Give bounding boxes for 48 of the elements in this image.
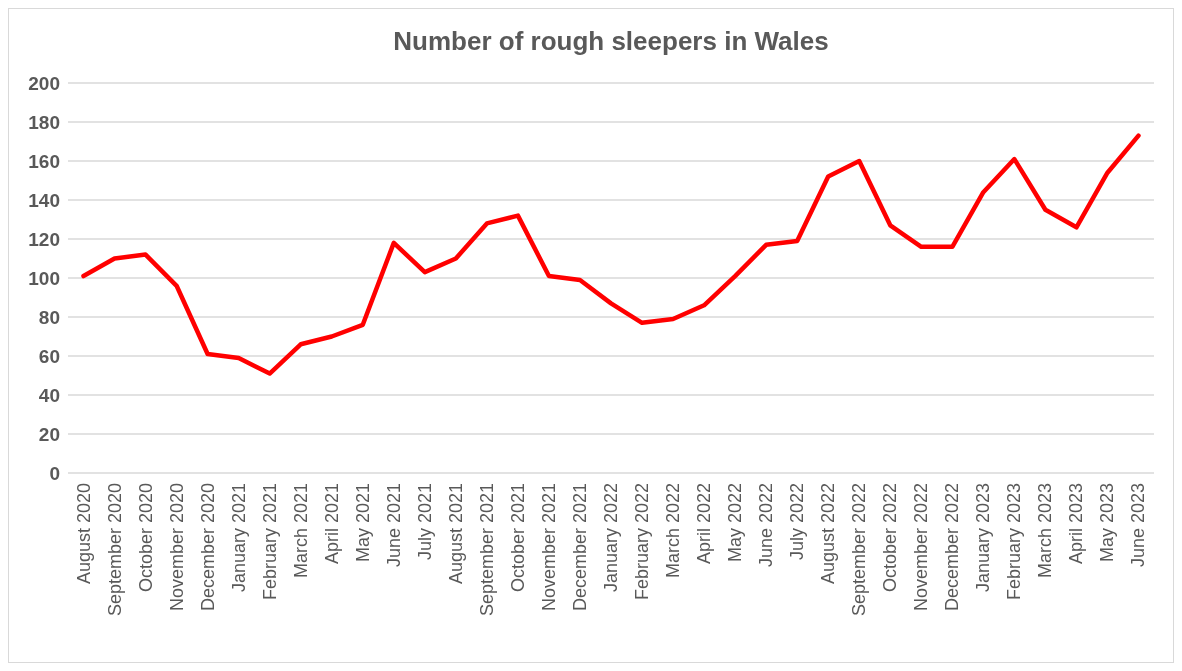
x-tick-label: April 2022	[694, 483, 715, 565]
y-tick-label: 40	[38, 384, 60, 406]
x-tick-label: November 2022	[911, 483, 932, 612]
x-tick-label: December 2020	[197, 483, 218, 612]
x-tick-label: October 2020	[135, 483, 156, 593]
chart-title: Number of rough sleepers in Wales	[393, 26, 829, 56]
x-tick-label: June 2021	[383, 483, 404, 568]
x-tick-label: December 2022	[942, 483, 963, 612]
x-tick-label: May 2021	[352, 483, 373, 563]
x-tick-label: February 2021	[259, 483, 280, 601]
x-tick-label: May 2023	[1097, 483, 1118, 563]
x-tick-label: May 2022	[725, 483, 746, 563]
x-tick-label: February 2022	[632, 483, 653, 601]
y-tick-label: 60	[38, 345, 60, 367]
x-tick-label: September 2020	[104, 483, 125, 617]
x-tick-label: March 2022	[663, 483, 684, 579]
y-tick-label: 80	[38, 306, 60, 328]
x-tick-label: June 2023	[1128, 483, 1149, 568]
x-tick-label: October 2022	[880, 483, 901, 593]
x-tick-label: January 2023	[973, 483, 994, 593]
x-tick-label: November 2021	[538, 483, 559, 612]
y-tick-label: 0	[49, 462, 60, 484]
y-tick-label: 100	[28, 267, 60, 289]
y-tick-label: 20	[38, 423, 60, 445]
x-tick-label: August 2021	[445, 483, 466, 585]
x-tick-label: June 2022	[756, 483, 777, 568]
x-tick-label: December 2021	[569, 483, 590, 612]
x-tick-label: March 2023	[1035, 483, 1056, 579]
x-tick-label: July 2021	[414, 483, 435, 561]
x-tick-label: July 2022	[787, 483, 808, 561]
x-tick-label: March 2021	[290, 483, 311, 579]
y-tick-label: 140	[28, 189, 60, 211]
x-tick-label: August 2020	[73, 483, 94, 585]
x-tick-label: August 2022	[818, 483, 839, 585]
x-tick-label: April 2023	[1066, 483, 1087, 565]
y-tick-label: 160	[28, 150, 60, 172]
x-tick-label: January 2021	[228, 483, 249, 593]
line-series	[81, 133, 1141, 376]
x-tick-label: October 2021	[507, 483, 528, 593]
x-tick-label: January 2022	[601, 483, 621, 593]
x-tick-label: September 2021	[476, 483, 497, 617]
y-tick-label: 120	[28, 228, 60, 250]
x-tick-label: November 2020	[166, 483, 187, 612]
y-tick-label: 200	[28, 72, 60, 94]
x-tick-label: April 2021	[321, 483, 342, 565]
x-tick-label: September 2022	[849, 483, 870, 617]
y-tick-label: 180	[28, 111, 60, 133]
x-tick-label: February 2023	[1004, 483, 1025, 601]
